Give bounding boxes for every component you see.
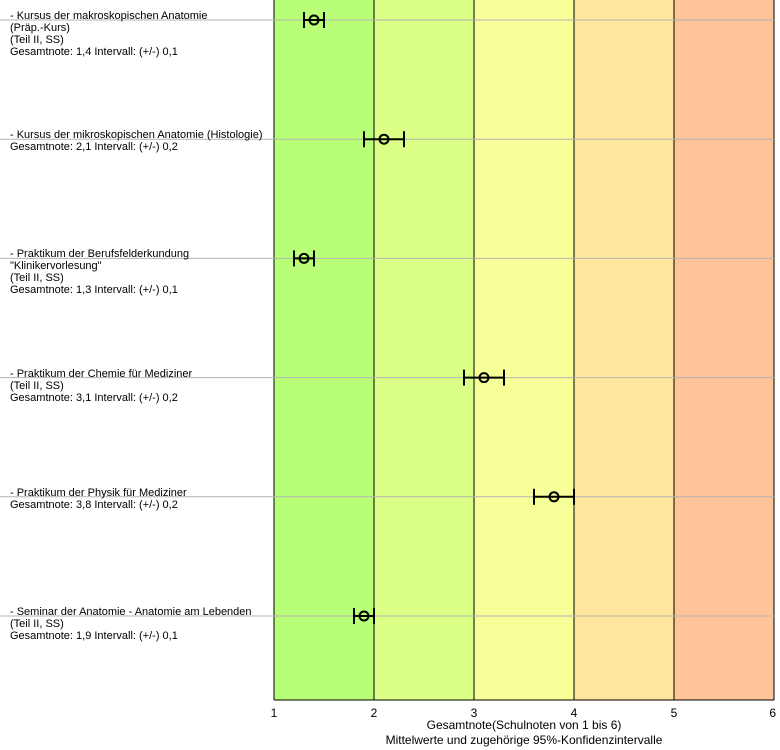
item-label-line: Gesamtnote: 2,1 Intervall: (+/-) 0,2 bbox=[10, 141, 178, 154]
x-tick-label: 5 bbox=[671, 706, 678, 720]
item-label-line: Gesamtnote: 1,9 Intervall: (+/-) 0,1 bbox=[10, 630, 178, 642]
item-label-line: (Teil II, SS) bbox=[10, 272, 64, 285]
item-label-line: (Teil II, SS) bbox=[10, 618, 64, 630]
item-mark-group bbox=[0, 131, 774, 148]
grade-bands bbox=[274, 0, 774, 700]
x-axis-title: Gesamtnote(Schulnoten von 1 bis 6) bbox=[426, 718, 622, 732]
item-label: - Praktikum der Chemie für Mediziner (Tei… bbox=[10, 368, 192, 404]
item-label-line: - Praktikum der Physik für Mediziner bbox=[10, 486, 187, 499]
grid-lines bbox=[273, 0, 775, 701]
item-label-line: "Klinikervorlesung" bbox=[10, 260, 102, 273]
chart-subtitle: Mittelwerte und zugehörige 95%-Konfidenz… bbox=[385, 733, 663, 747]
item-mark-group bbox=[0, 369, 774, 386]
item-label-line: - Praktikum der Berufsfelderkundung bbox=[10, 248, 190, 261]
mean-point bbox=[548, 491, 560, 503]
grade-band-1 bbox=[274, 0, 374, 700]
item-label-line: Gesamtnote: 3,1 Intervall: (+/-) 0,2 bbox=[10, 391, 178, 404]
item-label-line: Gesamtnote: 1,4 Intervall: (+/-) 0,1 bbox=[10, 46, 178, 58]
item-label-line: - Seminar der Anatomie - Anatomie am Leb… bbox=[10, 606, 252, 618]
item-label-line: (Teil II, SS) bbox=[10, 34, 64, 46]
mean-point bbox=[298, 252, 310, 264]
item-label-line: (Präp.-Kurs) bbox=[10, 22, 70, 34]
x-tick-label: 2 bbox=[371, 706, 378, 720]
data-marks bbox=[0, 12, 774, 624]
mean-point bbox=[378, 133, 390, 145]
item-label: - Seminar der Anatomie - Anatomie am Leb… bbox=[10, 606, 252, 642]
item-label-line: Gesamtnote: 1,3 Intervall: (+/-) 0,1 bbox=[10, 284, 178, 297]
mean-point bbox=[358, 610, 370, 622]
x-tick-label: 6 bbox=[769, 706, 776, 720]
item-mark-group bbox=[0, 12, 774, 28]
x-tick-label: 4 bbox=[571, 706, 578, 720]
item-label: - Kursus der makroskopischen Anatomie (Pr… bbox=[10, 10, 207, 58]
x-tick-label: 3 bbox=[471, 706, 478, 720]
item-label: - Kursus der mikroskopischen Anatomie (H… bbox=[10, 129, 263, 153]
item-label-line: (Teil II, SS) bbox=[10, 379, 64, 392]
grade-band-4 bbox=[574, 0, 674, 700]
item-label-line: - Kursus der mikroskopischen Anatomie (H… bbox=[10, 129, 263, 142]
item-mark-group bbox=[0, 488, 774, 505]
grade-band-3 bbox=[474, 0, 574, 700]
item-label-line: - Kursus der makroskopischen Anatomie bbox=[10, 10, 208, 22]
item-mark-group bbox=[0, 608, 774, 624]
x-tick-labels: 1 2 3 4 5 6 bbox=[271, 706, 777, 720]
item-label: - Praktikum der Physik für Mediziner Gesa… bbox=[10, 487, 187, 511]
grade-band-2 bbox=[374, 0, 474, 700]
item-label: - Praktikum der Berufsfelderkundung "Klin… bbox=[10, 248, 189, 296]
item-label-line: - Praktikum der Chemie für Mediziner bbox=[10, 367, 193, 380]
item-mark-group bbox=[0, 250, 774, 267]
x-tick-label: 1 bbox=[271, 706, 278, 720]
mean-point bbox=[308, 14, 320, 26]
grade-band-5 bbox=[674, 0, 774, 700]
item-label-line: Gesamtnote: 3,8 Intervall: (+/-) 0,2 bbox=[10, 498, 178, 511]
mean-point bbox=[478, 372, 490, 384]
